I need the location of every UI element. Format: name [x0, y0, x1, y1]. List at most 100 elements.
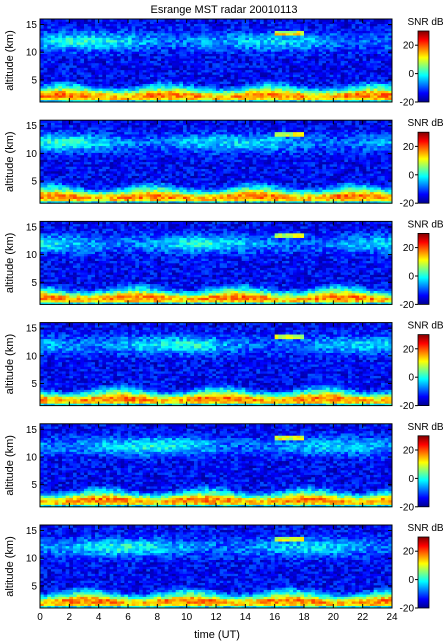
colorbar-tick-label: 0 — [408, 69, 414, 80]
snr-cell — [300, 84, 304, 87]
snr-cell — [80, 162, 84, 165]
snr-cell — [227, 40, 231, 43]
snr-cell — [286, 26, 290, 29]
snr-cell — [355, 51, 359, 54]
snr-cell — [315, 88, 319, 91]
snr-cell — [128, 199, 132, 202]
snr-cell — [150, 88, 154, 91]
snr-cell — [95, 164, 99, 167]
snr-cell — [110, 84, 114, 87]
snr-cell — [110, 72, 114, 75]
snr-cell — [308, 42, 312, 45]
snr-cell — [88, 61, 92, 64]
snr-cell — [132, 194, 136, 197]
snr-cell — [333, 40, 337, 43]
snr-cell — [69, 61, 73, 64]
snr-cell — [359, 81, 363, 84]
snr-cell — [66, 178, 70, 181]
snr-cell — [260, 42, 264, 45]
snr-cell — [366, 31, 370, 34]
snr-cell — [172, 40, 176, 43]
snr-cell — [253, 35, 257, 38]
snr-cell — [62, 182, 66, 185]
snr-cell — [55, 178, 59, 181]
snr-cell — [113, 143, 117, 146]
snr-cell — [278, 67, 282, 70]
snr-cell — [88, 97, 92, 100]
snr-cell — [231, 67, 235, 70]
snr-cell — [308, 47, 312, 50]
snr-cell — [62, 61, 66, 64]
snr-cell — [150, 31, 154, 34]
snr-cell — [95, 56, 99, 59]
snr-cell — [143, 194, 147, 197]
snr-cell — [352, 93, 356, 96]
snr-cell — [293, 56, 297, 59]
snr-cell — [58, 77, 62, 80]
snr-cell — [179, 164, 183, 167]
snr-cell — [179, 169, 183, 172]
snr-cell — [150, 35, 154, 38]
snr-cell — [253, 93, 257, 96]
snr-cell — [333, 97, 337, 100]
snr-cell — [176, 77, 180, 80]
snr-cell — [102, 199, 106, 202]
snr-cell — [289, 26, 293, 29]
snr-cell — [205, 47, 209, 50]
snr-cell — [315, 26, 319, 29]
snr-cell — [212, 40, 216, 43]
snr-cell — [161, 185, 165, 188]
snr-cell — [190, 63, 194, 66]
snr-cell — [132, 164, 136, 167]
snr-cell — [359, 56, 363, 59]
snr-cell — [106, 67, 110, 70]
snr-cell — [187, 56, 191, 59]
snr-cell — [333, 31, 337, 34]
snr-cell — [113, 189, 117, 192]
snr-cell — [47, 88, 51, 91]
snr-cell — [341, 35, 345, 38]
snr-cell — [187, 81, 191, 84]
snr-cell — [242, 56, 246, 59]
snr-cell — [319, 40, 323, 43]
snr-cell — [66, 61, 70, 64]
snr-cell — [201, 35, 205, 38]
snr-cell — [168, 63, 172, 66]
snr-cell — [223, 63, 227, 66]
snr-cell — [326, 61, 330, 64]
snr-cell — [51, 40, 55, 43]
snr-cell — [289, 93, 293, 96]
snr-cell — [128, 136, 132, 139]
snr-cell — [282, 42, 286, 45]
snr-cell — [58, 40, 62, 43]
snr-cell — [117, 189, 121, 192]
snr-cell — [135, 132, 139, 135]
snr-cell — [143, 21, 147, 24]
snr-cell — [106, 185, 110, 188]
snr-cell — [113, 31, 117, 34]
snr-cell — [275, 61, 279, 64]
snr-cell — [216, 21, 220, 24]
snr-cell — [110, 63, 114, 66]
snr-cell — [128, 63, 132, 66]
snr-cell — [113, 132, 117, 135]
snr-cell — [88, 31, 92, 34]
snr-cell — [132, 152, 136, 155]
snr-cell — [293, 88, 297, 91]
snr-cell — [227, 21, 231, 24]
snr-cell — [66, 143, 70, 146]
snr-cell — [264, 67, 268, 70]
snr-cell — [234, 93, 238, 96]
snr-cell — [220, 88, 224, 91]
snr-cell — [99, 97, 103, 100]
snr-cell — [91, 152, 95, 155]
snr-cell — [352, 81, 356, 84]
snr-cell — [315, 51, 319, 54]
snr-cell — [238, 88, 242, 91]
snr-cell — [275, 72, 279, 75]
snr-cell — [297, 47, 301, 50]
snr-cell — [201, 93, 205, 96]
snr-cell — [80, 194, 84, 197]
snr-cell — [223, 51, 227, 54]
snr-cell — [150, 51, 154, 54]
